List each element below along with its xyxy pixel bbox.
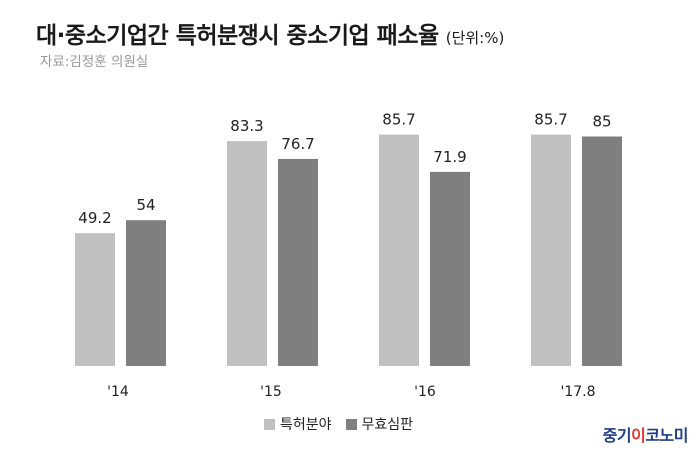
legend: 특허분야 무효심판 [264, 414, 413, 434]
data-label: 85.7 [382, 111, 415, 129]
bar-series-2 [582, 136, 622, 366]
data-label: 71.9 [433, 148, 466, 166]
data-label: 54 [136, 196, 155, 214]
publisher-logo: 중기이코노미 [602, 422, 689, 446]
source-note: 자료:김정훈 의원실 [40, 54, 149, 70]
title-row: 대·중소기업간 특허분쟁시 중소기업 패소율 (단위:%) [36, 16, 504, 50]
bar-series-1 [75, 233, 115, 366]
legend-swatch [264, 418, 275, 430]
bar-series-2 [278, 158, 318, 366]
logo-text-b: 이 [631, 426, 646, 445]
legend-item-series-1: 특허분야 [264, 414, 332, 434]
bar-series-1 [531, 134, 571, 366]
legend-label: 무효심판 [361, 417, 414, 433]
data-label: 83.3 [230, 117, 263, 135]
legend-item-series-2: 무효심판 [345, 414, 414, 434]
bar-series-2 [126, 220, 166, 366]
x-tick-label: '17.8 [560, 384, 595, 400]
logo-text-a: 중기 [602, 426, 632, 445]
unit-label: (단위:%) [445, 29, 505, 47]
logo-text-c: 코노미 [645, 426, 688, 445]
bar-series-1 [379, 134, 419, 366]
data-label: 85.7 [534, 111, 567, 129]
x-tick-label: '15 [260, 384, 282, 400]
bar-series-1 [227, 141, 267, 366]
data-label: 85 [592, 113, 611, 131]
data-label: 76.7 [281, 135, 314, 153]
chart-title: 대·중소기업간 특허분쟁시 중소기업 패소율 [36, 23, 439, 49]
data-label: 49.2 [78, 209, 111, 227]
legend-label: 특허분야 [280, 417, 332, 433]
bar-series-2 [430, 171, 470, 366]
legend-swatch [345, 418, 357, 430]
x-tick-label: '16 [414, 384, 436, 400]
x-tick-label: '14 [107, 384, 129, 400]
